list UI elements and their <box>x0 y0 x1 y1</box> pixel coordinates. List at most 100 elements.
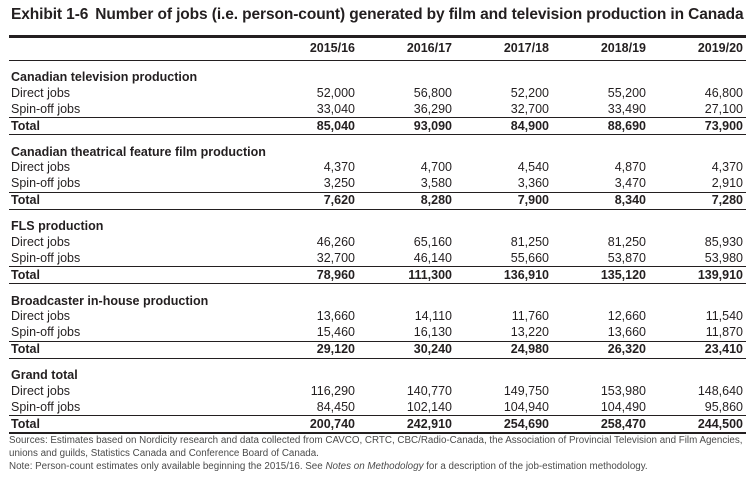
value-cell: 135,120 <box>552 266 649 285</box>
value-cell: 136,910 <box>455 266 552 285</box>
table-row: Direct jobs 4,370 4,700 4,540 4,870 4,370 <box>9 160 746 176</box>
section-header-row: Canadian television production <box>9 60 746 85</box>
note-suffix: for a description of the job-estimation … <box>423 461 648 473</box>
section-title: FLS production <box>11 219 104 234</box>
value-cell: 32,700 <box>510 101 549 116</box>
value-cell: 7,620 <box>261 191 358 210</box>
value-cell: 23,410 <box>649 340 746 359</box>
value-cell: 4,700 <box>420 160 452 175</box>
table-row: Spin-off jobs 84,450 102,140 104,940 104,490… <box>9 400 746 416</box>
value-cell: 11,870 <box>705 325 743 340</box>
table-row: Spin-off jobs 33,040 36,290 32,700 33,490 27,… <box>9 101 746 117</box>
exhibit-title-text: Number of jobs (i.e. person-count) gener… <box>95 6 744 23</box>
value-cell: 53,980 <box>704 250 743 265</box>
table-body: Canadian television production Direct job… <box>9 60 746 434</box>
section-header-row: FLS production <box>9 209 746 234</box>
value-cell: 52,200 <box>510 85 549 100</box>
value-cell: 13,220 <box>510 325 549 340</box>
value-cell: 104,490 <box>600 400 646 415</box>
row-label: Direct jobs <box>11 384 71 399</box>
value-cell: 46,260 <box>316 234 355 249</box>
row-label: Spin-off jobs <box>11 325 81 340</box>
row-label: Spin-off jobs <box>11 101 81 116</box>
note-italic: Notes on Methodology <box>325 461 424 473</box>
header-year: 2019/20 <box>649 38 746 61</box>
total-row: Total 85,040 93,090 84,900 88,690 73,900 <box>9 117 746 136</box>
value-cell: 4,370 <box>711 160 743 175</box>
row-label: Total <box>9 191 261 210</box>
value-cell: 55,200 <box>607 85 646 100</box>
value-cell: 3,250 <box>323 176 355 191</box>
row-label: Spin-off jobs <box>11 176 81 191</box>
table-row: Direct jobs 52,000 56,800 52,200 55,200 46,80… <box>9 85 746 101</box>
value-cell: 4,870 <box>614 160 646 175</box>
section-header-row: Grand total <box>9 358 746 383</box>
value-cell: 32,700 <box>316 250 355 265</box>
value-cell: 73,900 <box>649 117 746 136</box>
total-row: Total 78,960 111,300 136,910 135,120 139,910 <box>9 266 746 285</box>
value-cell: 14,110 <box>414 309 452 324</box>
value-cell: 95,860 <box>704 400 743 415</box>
value-cell: 26,320 <box>552 340 649 359</box>
row-label: Total <box>9 415 261 434</box>
value-cell: 244,500 <box>649 415 746 434</box>
value-cell: 55,660 <box>510 250 549 265</box>
value-cell: 27,100 <box>704 101 743 116</box>
row-label: Total <box>9 117 261 136</box>
value-cell: 78,960 <box>261 266 358 285</box>
value-cell: 93,090 <box>358 117 455 136</box>
exhibit-title: Exhibit 1-6 Number of jobs (i.e. person-c… <box>11 6 746 24</box>
header-year: 2018/19 <box>552 38 649 61</box>
value-cell: 13,660 <box>316 309 355 324</box>
value-cell: 46,800 <box>704 85 743 100</box>
total-row: Total 7,620 8,280 7,900 8,340 7,280 <box>9 191 746 210</box>
section-title: Canadian television production <box>11 70 198 84</box>
table-row: Direct jobs 13,660 14,110 11,760 12,660 11,54… <box>9 309 746 325</box>
row-label: Spin-off jobs <box>11 400 81 415</box>
value-cell: 242,910 <box>358 415 455 434</box>
value-cell: 88,690 <box>552 117 649 136</box>
sources-note: Sources: Estimates based on Nordicity re… <box>9 435 743 460</box>
value-cell: 85,040 <box>261 117 358 136</box>
table-row: Spin-off jobs 32,700 46,140 55,660 53,870 53,… <box>9 250 746 266</box>
value-cell: 104,940 <box>503 400 549 415</box>
value-cell: 81,250 <box>607 234 646 249</box>
row-label: Direct jobs <box>11 160 71 175</box>
table-row: Spin-off jobs 3,250 3,580 3,360 3,470 2,910 <box>9 176 746 192</box>
value-cell: 149,750 <box>503 384 549 399</box>
total-row: Total 29,120 30,240 24,980 26,320 23,410 <box>9 340 746 359</box>
value-cell: 2,910 <box>711 176 743 191</box>
value-cell: 3,470 <box>614 176 646 191</box>
value-cell: 11,760 <box>511 309 549 324</box>
value-cell: 65,160 <box>413 234 452 249</box>
value-cell: 139,910 <box>649 266 746 285</box>
value-cell: 258,470 <box>552 415 649 434</box>
header-category <box>9 38 261 61</box>
value-cell: 85,930 <box>704 234 743 249</box>
value-cell: 53,870 <box>607 250 646 265</box>
section-header-row: Canadian theatrical feature film product… <box>9 135 746 160</box>
value-cell: 84,450 <box>316 400 355 415</box>
jobs-table: 2015/16 2016/17 2017/18 2018/19 2019/20 … <box>9 38 746 434</box>
value-cell: 16,130 <box>413 325 452 340</box>
row-label: Direct jobs <box>11 234 71 249</box>
header-year: 2015/16 <box>261 38 358 61</box>
value-cell: 46,140 <box>413 250 452 265</box>
table-header-row: 2015/16 2016/17 2017/18 2018/19 2019/20 <box>9 38 746 61</box>
methodology-note: Note: Person-count estimates only availa… <box>9 460 749 473</box>
section-title: Grand total <box>11 368 78 383</box>
exhibit-number: Exhibit 1-6 <box>11 6 89 23</box>
value-cell: 7,280 <box>649 191 746 210</box>
value-cell: 148,640 <box>697 384 743 399</box>
value-cell: 12,660 <box>607 309 646 324</box>
value-cell: 29,120 <box>261 340 358 359</box>
value-cell: 8,340 <box>552 191 649 210</box>
value-cell: 3,580 <box>420 176 452 191</box>
value-cell: 140,770 <box>406 384 452 399</box>
section-header-row: Broadcaster in-house production <box>9 284 746 309</box>
value-cell: 15,460 <box>316 325 355 340</box>
value-cell: 30,240 <box>358 340 455 359</box>
row-label: Direct jobs <box>11 85 71 100</box>
value-cell: 56,800 <box>413 85 452 100</box>
total-row: Total 200,740 242,910 254,690 258,470 244,500 <box>9 415 746 434</box>
